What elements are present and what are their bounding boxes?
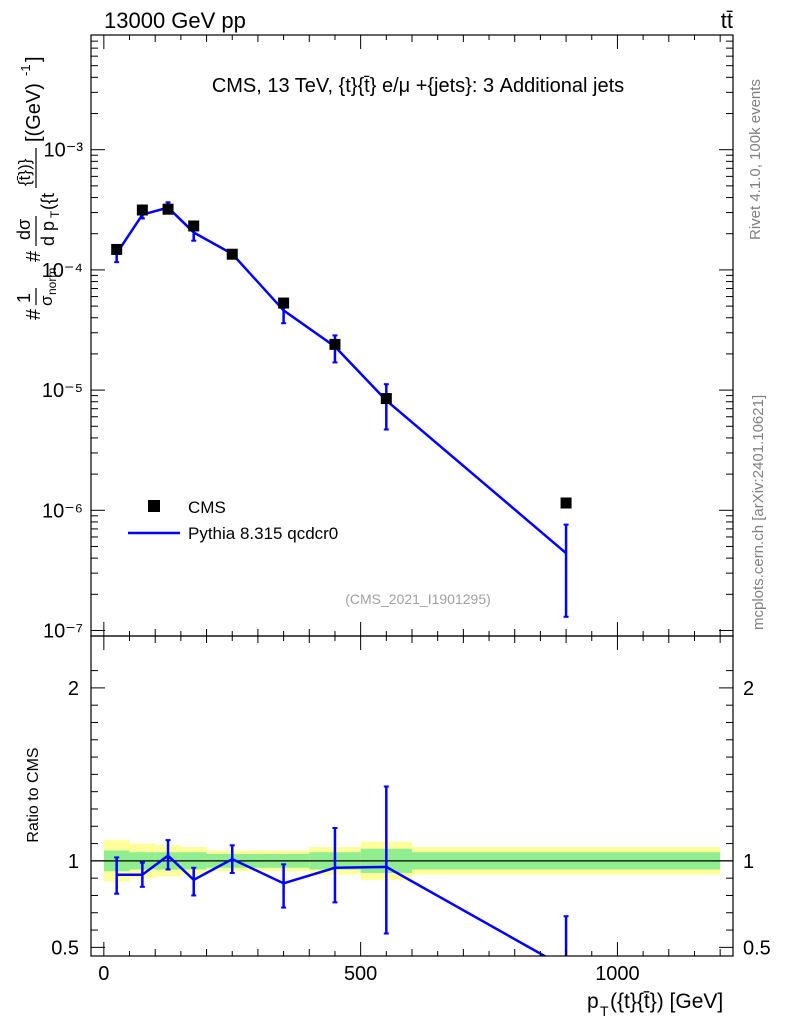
ratio-y-axis-label: Ratio to CMS [25, 747, 42, 842]
cms-data-point [162, 203, 174, 215]
main-panel: 10⁻⁷ 10⁻⁶ 10⁻⁵ 10⁻⁴ 10⁻³ CMS, 13 TeV, {t}{t̄… [14, 34, 734, 642]
svg-text:({t}{t̄}) [GeV]: ({t}{t̄}) [GeV] [610, 990, 723, 1013]
svg-text:-1: -1 [18, 64, 33, 76]
cms-data-point [380, 393, 392, 405]
svg-text:T: T [600, 1003, 609, 1019]
y-tick-label: 10⁻⁴ [42, 260, 83, 282]
cms-data-point [560, 497, 572, 509]
svg-text:{t̄})}: {t̄})} [15, 158, 34, 186]
cms-data-point [226, 248, 238, 260]
y-tick-label-left: 0.5 [51, 937, 79, 959]
legend-cms-marker [148, 500, 160, 512]
cms-data-point [278, 297, 290, 309]
ratio-panel: 0.5 0.5 1 1 2 2 0 500 1000 Ratio to CMS p T ({t}… [25, 635, 771, 1019]
ratio-content [91, 785, 733, 956]
cms-data-point [188, 220, 200, 232]
y-tick-label-left: 2 [68, 678, 79, 700]
main-title: CMS, 13 TeV, {t}{t̄} e/μ +{jets}: 3 Addi… [212, 75, 624, 97]
svg-text:dσ: dσ [14, 219, 34, 240]
main-axis-ticks: 10⁻⁷ 10⁻⁶ 10⁻⁵ 10⁻⁴ 10⁻³ [42, 35, 733, 642]
y-tick-label: 10⁻⁷ [43, 620, 83, 642]
svg-text:]: ] [23, 56, 45, 62]
x-tick-label: 1000 [595, 963, 640, 985]
x-tick-label: 0 [98, 963, 109, 985]
cms-data-point [136, 204, 148, 216]
ratio-frame [90, 635, 734, 957]
process-label: tt̄ [721, 8, 733, 33]
svg-text:T: T [48, 210, 62, 218]
cms-data-point [111, 243, 123, 255]
cms-data-point [329, 338, 341, 350]
svg-text:1: 1 [14, 293, 34, 303]
svg-text:({t: ({t [38, 193, 58, 210]
svg-text:#: # [23, 308, 45, 320]
ratio-mc-group [114, 785, 569, 956]
main-content [111, 201, 572, 618]
x-tick-label: 500 [344, 963, 377, 985]
svg-text:σ: σ [37, 295, 56, 306]
svg-text:d p: d p [38, 221, 58, 246]
analysis-tag: (CMS_2021_I1901295) [345, 591, 491, 607]
svg-text:#: # [23, 250, 45, 262]
legend-cms-label: CMS [188, 498, 226, 517]
y-tick-label-right: 0.5 [743, 937, 771, 959]
x-axis-label: p T ({t}{t̄}) [GeV] [587, 990, 723, 1019]
y-tick-label: 10⁻³ [44, 140, 84, 162]
y-tick-label: 10⁻⁵ [42, 380, 83, 402]
y-tick-label-left: 1 [68, 851, 79, 873]
mc-series-line [115, 206, 567, 555]
beam-label: 13000 GeV pp [104, 8, 246, 33]
y-tick-label-right: 1 [743, 851, 754, 873]
legend-mc-label: Pythia 8.315 qcdcr0 [188, 524, 338, 543]
svg-text:norm: norm [45, 268, 59, 295]
y-tick-label: 10⁻⁶ [42, 500, 83, 522]
svg-text:[(GeV): [(GeV) [23, 83, 45, 142]
rivet-label: Rivet 4.1.0, 100k events [747, 79, 764, 240]
mcplots-label: mcplots.cern.ch [arXiv:2401.10621] [750, 395, 767, 630]
ratio-axis-ticks: 0.5 0.5 1 1 2 2 0 500 1000 [51, 636, 771, 985]
main-y-axis-label: # 1 σ norm # dσ d p T ({t {t̄})} [(GeV) … [14, 56, 62, 320]
y-tick-label-right: 2 [743, 678, 754, 700]
main-frame [90, 34, 734, 637]
svg-text:p: p [587, 990, 599, 1013]
legend: CMS Pythia 8.315 qcdcr0 [128, 498, 338, 543]
